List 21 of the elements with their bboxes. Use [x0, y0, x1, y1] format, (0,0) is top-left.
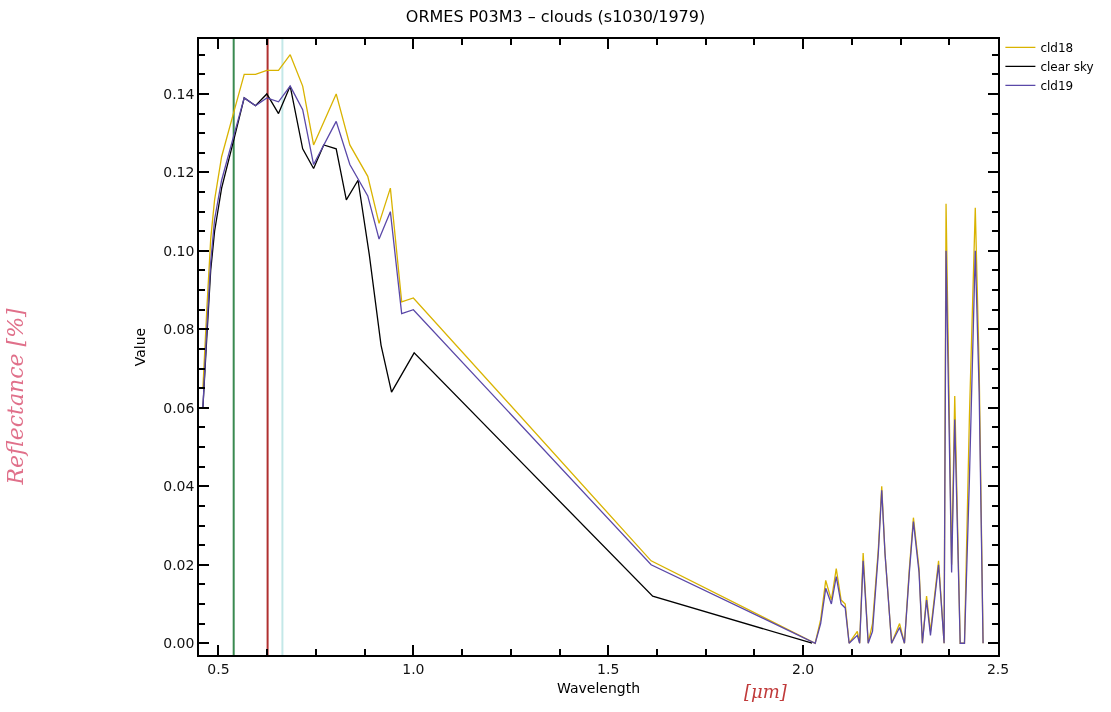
x-tick-label: 0.5 — [207, 660, 230, 677]
y-tick-label: 0.08 — [163, 321, 195, 338]
y-tick-label: 0.14 — [163, 85, 195, 102]
x-tick-label: 2.5 — [986, 660, 1010, 677]
y-tick-label: 0.02 — [163, 556, 195, 573]
y-tick-label: 0.12 — [163, 164, 195, 181]
text: Reflectance [%] — [2, 307, 28, 486]
y-tick-label: 0.00 — [163, 635, 195, 652]
x-tick-label: 1.5 — [597, 660, 620, 677]
legend-label: cld18 — [1040, 41, 1074, 56]
y-axis-title: Value — [132, 327, 149, 367]
x-tick-label: 2.0 — [791, 660, 815, 677]
legend-label: cld19 — [1040, 79, 1074, 94]
y-tick-label: 0.06 — [163, 399, 195, 416]
y-tick-label: 0.10 — [163, 242, 195, 259]
text: [μm] — [744, 681, 788, 702]
chart-title: ORMES P03M3 – clouds (s1030/1979) — [405, 6, 706, 26]
x-tick-label: 1.0 — [402, 660, 425, 677]
legend-label: clear sky — [1040, 60, 1094, 75]
y-tick-label: 0.04 — [163, 478, 195, 495]
x-axis-title: Wavelength — [556, 680, 641, 697]
